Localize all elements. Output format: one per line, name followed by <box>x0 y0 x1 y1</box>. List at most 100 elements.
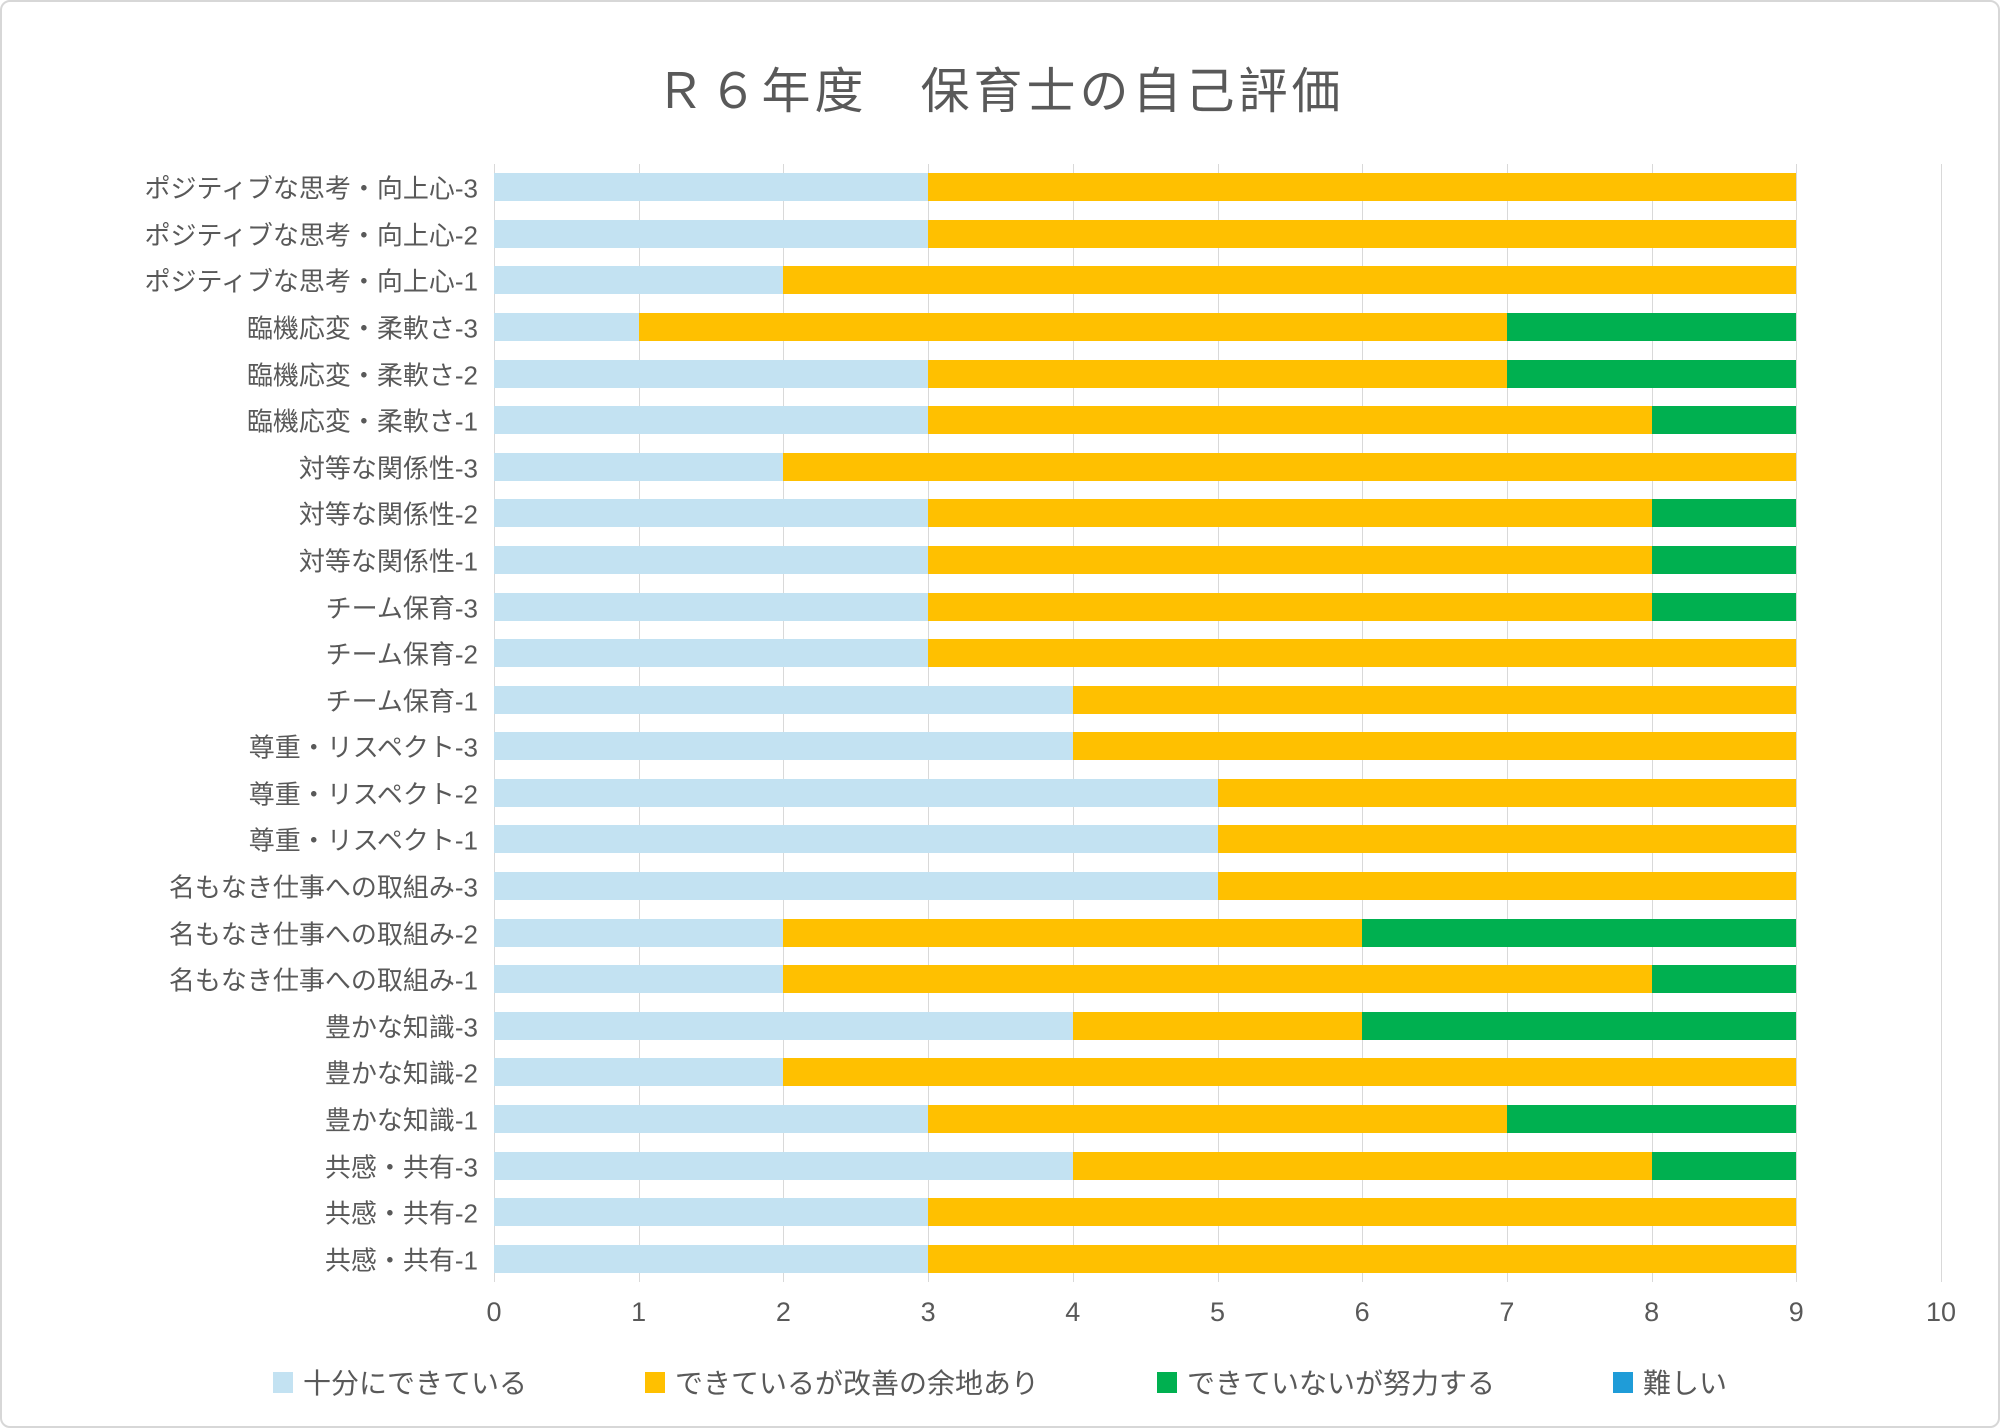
legend-label: できているが改善の余地あり <box>674 1368 1039 1399</box>
bar-row <box>494 1198 1941 1227</box>
bar-segment <box>1506 359 1797 388</box>
category-label: 名もなき仕事への取組み-3 <box>168 872 478 903</box>
bar-row <box>494 173 1941 202</box>
x-tick-label: 0 <box>486 1297 502 1327</box>
bar-segment <box>928 1244 1797 1273</box>
category-label: 尊重・リスペクト-2 <box>248 779 478 810</box>
bar-segment <box>928 359 1507 388</box>
category-label: チーム保育-1 <box>325 686 478 717</box>
bar-row <box>494 1104 1941 1133</box>
bar-segment <box>494 545 929 574</box>
legend-item: できているが改善の余地あり <box>644 1362 1039 1402</box>
bar-row <box>494 825 1941 854</box>
bar-segment <box>928 499 1652 528</box>
bar-segment <box>928 219 1797 248</box>
bar-segment <box>1506 313 1797 342</box>
bar-segment <box>1217 825 1797 854</box>
bar-row <box>494 872 1941 901</box>
category-label: チーム保育-3 <box>325 593 478 624</box>
legend-label: できていないが努力する <box>1187 1368 1496 1399</box>
bar-row <box>494 499 1941 528</box>
bar-segment <box>1072 1011 1363 1040</box>
category-label: 尊重・リスペクト-1 <box>248 825 478 856</box>
bar-segment <box>494 965 784 994</box>
bar-row <box>494 313 1941 342</box>
bar-row <box>494 732 1941 761</box>
gridline <box>1218 164 1219 1282</box>
bar-row <box>494 219 1941 248</box>
x-tick-label: 4 <box>1065 1297 1081 1327</box>
bar-segment <box>494 1244 929 1273</box>
bar-segment <box>1362 918 1797 947</box>
gridline <box>1796 164 1797 1282</box>
bar-segment <box>1072 685 1797 714</box>
gridline <box>1073 164 1074 1282</box>
gridline <box>783 164 784 1282</box>
x-tick-label: 2 <box>775 1297 791 1327</box>
bar-segment <box>1506 1104 1797 1133</box>
x-tick-label: 8 <box>1644 1297 1660 1327</box>
x-tick-label: 9 <box>1788 1297 1804 1327</box>
category-label: 豊かな知識-1 <box>324 1105 478 1136</box>
bar-segment <box>494 592 929 621</box>
bar-segment <box>494 872 1218 901</box>
category-label: 名もなき仕事への取組み-1 <box>168 965 478 996</box>
legend-label: 十分にできている <box>302 1368 527 1399</box>
x-tick-label: 6 <box>1354 1297 1370 1327</box>
bar-segment <box>494 313 639 342</box>
bar-segment <box>1651 545 1797 574</box>
legend-item: 難しい <box>1613 1362 1727 1402</box>
bar-row <box>494 1058 1941 1087</box>
gridline <box>1652 164 1653 1282</box>
bar-segment <box>494 685 1073 714</box>
bar-segment <box>494 1151 1073 1180</box>
bar-segment <box>783 965 1652 994</box>
category-label: 対等な関係性-2 <box>298 499 478 530</box>
x-tick-label: 3 <box>920 1297 936 1327</box>
bar-segment <box>494 266 784 295</box>
bar-segment <box>1651 499 1797 528</box>
bar-segment <box>928 173 1797 202</box>
bar-row <box>494 1151 1941 1180</box>
gridline <box>639 164 640 1282</box>
bar-segment <box>494 1198 929 1227</box>
bar-segment <box>494 639 929 668</box>
bar-segment <box>638 313 1507 342</box>
category-label: チーム保育-2 <box>325 639 478 670</box>
bar-row <box>494 592 1941 621</box>
legend-swatch-icon <box>272 1371 293 1393</box>
category-label: ポジティブな思考・向上心-3 <box>144 173 478 204</box>
bar-segment <box>494 452 784 481</box>
x-tick-label: 5 <box>1209 1297 1226 1327</box>
category-label: ポジティブな思考・向上心-2 <box>144 220 478 251</box>
bar-row <box>494 685 1941 714</box>
category-label: 臨機応変・柔軟さ-2 <box>246 360 478 391</box>
gridline <box>928 164 929 1282</box>
bar-segment <box>1217 778 1797 807</box>
bar-segment <box>494 918 784 947</box>
x-tick-label: 10 <box>1925 1297 1957 1327</box>
gridline <box>1362 164 1363 1282</box>
legend-label: 難しい <box>1643 1368 1728 1399</box>
category-label: 共感・共有-2 <box>324 1198 478 1229</box>
bar-segment <box>494 219 929 248</box>
bar-segment <box>928 639 1797 668</box>
category-label: 対等な関係性-3 <box>298 453 478 484</box>
bar-segment <box>783 452 1797 481</box>
category-label: ポジティブな思考・向上心-1 <box>144 266 478 297</box>
bar-segment <box>928 592 1652 621</box>
bar-segment <box>1217 872 1797 901</box>
legend-swatch-icon <box>1157 1371 1177 1393</box>
bar-segment <box>1072 732 1797 761</box>
bar-row <box>494 918 1941 947</box>
bar-row <box>494 1011 1941 1040</box>
bar-segment <box>928 406 1652 435</box>
bar-row <box>494 1244 1941 1273</box>
category-label: 共感・共有-3 <box>324 1152 478 1183</box>
bar-segment <box>1651 1151 1797 1180</box>
category-label: 臨機応変・柔軟さ-3 <box>246 313 478 344</box>
bar-segment <box>783 918 1363 947</box>
category-label: 豊かな知識-3 <box>324 1012 478 1043</box>
bar-segment <box>494 1011 1073 1040</box>
gridline <box>494 164 495 1282</box>
